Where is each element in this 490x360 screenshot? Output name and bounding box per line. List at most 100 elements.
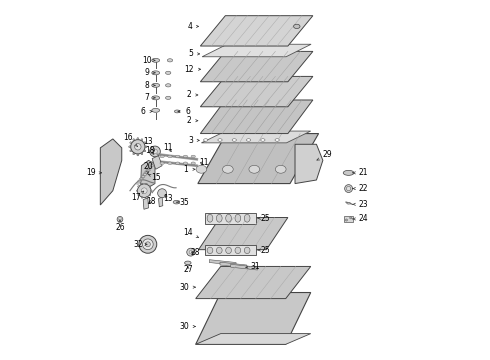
Ellipse shape	[141, 153, 143, 155]
Ellipse shape	[246, 139, 251, 141]
Polygon shape	[100, 139, 122, 205]
Ellipse shape	[345, 219, 347, 221]
Ellipse shape	[151, 190, 152, 192]
Ellipse shape	[160, 155, 164, 158]
Ellipse shape	[144, 150, 146, 152]
Text: 7: 7	[145, 93, 155, 102]
Ellipse shape	[146, 197, 147, 198]
Ellipse shape	[145, 146, 147, 148]
Ellipse shape	[347, 202, 350, 204]
Ellipse shape	[222, 165, 233, 173]
Text: 24: 24	[352, 215, 368, 224]
Ellipse shape	[175, 162, 180, 165]
Polygon shape	[209, 260, 236, 265]
Text: 5: 5	[188, 49, 199, 58]
Ellipse shape	[167, 59, 172, 62]
Ellipse shape	[158, 189, 167, 198]
Ellipse shape	[145, 171, 148, 173]
Ellipse shape	[147, 169, 150, 171]
Text: 1: 1	[184, 165, 195, 174]
Text: 6: 6	[178, 107, 190, 116]
Polygon shape	[200, 51, 313, 82]
Text: 2: 2	[187, 116, 198, 125]
Ellipse shape	[138, 180, 142, 182]
Text: 10: 10	[142, 56, 155, 65]
Ellipse shape	[294, 24, 300, 28]
Ellipse shape	[143, 174, 147, 175]
Polygon shape	[143, 198, 148, 209]
Polygon shape	[231, 264, 258, 270]
Text: 3: 3	[188, 136, 199, 145]
Ellipse shape	[140, 178, 143, 180]
Ellipse shape	[130, 150, 132, 152]
Ellipse shape	[235, 247, 241, 253]
Ellipse shape	[160, 162, 164, 165]
Text: 22: 22	[353, 184, 368, 193]
Text: 17: 17	[131, 191, 144, 202]
Text: 11: 11	[199, 158, 209, 167]
Text: 9: 9	[145, 68, 155, 77]
Ellipse shape	[166, 84, 171, 87]
Ellipse shape	[191, 162, 196, 165]
Ellipse shape	[235, 214, 241, 222]
Text: 29: 29	[317, 150, 332, 160]
Text: 27: 27	[183, 265, 193, 274]
Ellipse shape	[131, 140, 145, 154]
Ellipse shape	[207, 247, 213, 253]
Polygon shape	[202, 44, 311, 57]
Ellipse shape	[149, 186, 151, 187]
Polygon shape	[196, 266, 311, 298]
Ellipse shape	[185, 261, 191, 265]
Text: 25: 25	[258, 214, 270, 223]
Polygon shape	[201, 131, 311, 143]
Ellipse shape	[136, 190, 138, 192]
Text: 16: 16	[123, 133, 138, 147]
Polygon shape	[196, 334, 311, 344]
Ellipse shape	[137, 154, 139, 156]
Ellipse shape	[249, 165, 260, 173]
Ellipse shape	[152, 71, 160, 75]
Ellipse shape	[117, 216, 123, 222]
Ellipse shape	[142, 188, 147, 194]
Ellipse shape	[144, 142, 146, 144]
Ellipse shape	[187, 248, 195, 256]
Ellipse shape	[129, 146, 130, 148]
Ellipse shape	[173, 201, 180, 204]
Text: 11: 11	[164, 143, 173, 152]
Polygon shape	[198, 134, 318, 184]
Polygon shape	[198, 217, 288, 249]
Text: 6: 6	[141, 107, 152, 116]
Text: 28: 28	[191, 248, 200, 257]
Ellipse shape	[152, 108, 160, 112]
Text: 8: 8	[145, 81, 155, 90]
Ellipse shape	[166, 96, 171, 99]
Ellipse shape	[149, 146, 160, 157]
Ellipse shape	[343, 170, 354, 175]
Ellipse shape	[203, 139, 208, 141]
Ellipse shape	[153, 149, 157, 154]
Ellipse shape	[166, 71, 171, 75]
Text: 2: 2	[187, 90, 198, 99]
Ellipse shape	[196, 165, 207, 173]
Polygon shape	[200, 100, 313, 134]
Ellipse shape	[226, 214, 231, 222]
Text: 26: 26	[115, 220, 125, 231]
Ellipse shape	[175, 155, 180, 158]
Ellipse shape	[168, 155, 172, 158]
Ellipse shape	[152, 84, 160, 87]
Ellipse shape	[275, 139, 279, 141]
Text: 20: 20	[143, 162, 153, 174]
Ellipse shape	[168, 162, 172, 165]
Polygon shape	[205, 213, 256, 224]
Polygon shape	[205, 245, 256, 255]
Ellipse shape	[146, 242, 150, 247]
Polygon shape	[295, 144, 323, 184]
Text: 4: 4	[187, 22, 198, 31]
Text: 12: 12	[184, 65, 200, 74]
Ellipse shape	[261, 139, 265, 141]
Text: 30: 30	[179, 322, 196, 331]
Ellipse shape	[245, 214, 250, 222]
Ellipse shape	[183, 162, 188, 165]
Ellipse shape	[232, 139, 237, 141]
Ellipse shape	[142, 176, 145, 177]
